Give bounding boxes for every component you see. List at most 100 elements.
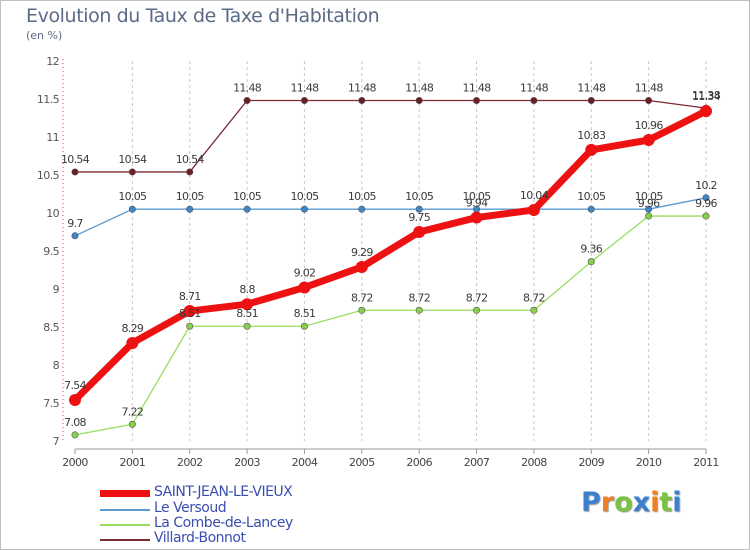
y-tick-label: 11 <box>46 131 59 144</box>
data-point-le-versoud <box>358 205 366 213</box>
data-label-saint-jean-le-vieux: 7.54 <box>64 379 86 392</box>
data-point-la-combe-de-lancey <box>186 322 194 330</box>
data-label-saint-jean-le-vieux: 9.75 <box>408 211 430 224</box>
data-label-la-combe-de-lancey: 8.51 <box>179 307 201 320</box>
data-point-villard-bonnot <box>300 97 308 105</box>
legend-swatch-la-combe-de-lancey <box>100 524 150 526</box>
data-label-saint-jean-le-vieux: 10.83 <box>577 129 606 142</box>
x-tick-label: 2008 <box>521 456 547 469</box>
x-tick-label: 2003 <box>234 456 260 469</box>
series-line-villard-bonnot <box>74 99 707 173</box>
data-point-la-combe-de-lancey <box>530 306 538 314</box>
x-tick-label: 2002 <box>177 456 203 469</box>
data-label-saint-jean-le-vieux: 8.71 <box>179 290 201 303</box>
data-label-saint-jean-le-vieux: 9.29 <box>351 246 373 259</box>
data-point-la-combe-de-lancey <box>645 212 653 220</box>
data-point-saint-jean-le-vieux <box>470 211 483 224</box>
data-label-la-combe-de-lancey: 9.96 <box>638 197 660 210</box>
data-point-la-combe-de-lancey <box>243 322 251 330</box>
data-point-le-versoud <box>645 205 653 213</box>
data-label-saint-jean-le-vieux: 10.04 <box>520 189 549 202</box>
data-point-villard-bonnot <box>71 168 79 176</box>
legend-item-saint-jean-le-vieux: SAINT-JEAN-LE-VIEUX <box>100 484 360 502</box>
data-point-saint-jean-le-vieux <box>69 393 81 406</box>
y-tick-label: 10.5 <box>37 169 60 182</box>
data-label-le-versoud: 10.05 <box>118 190 147 203</box>
data-label-la-combe-de-lancey: 7.22 <box>122 405 144 418</box>
x-tick-label: 2004 <box>292 456 318 469</box>
data-point-la-combe-de-lancey <box>358 306 366 314</box>
data-point-saint-jean-le-vieux <box>585 143 598 156</box>
data-point-le-versoud <box>243 205 251 213</box>
legend-label-le-versoud: Le Versoud <box>154 500 227 516</box>
y-tick-label: 7 <box>53 435 60 448</box>
data-point-villard-bonnot <box>243 97 251 105</box>
x-tick-label: 2001 <box>120 456 146 469</box>
data-label-la-combe-de-lancey: 7.08 <box>64 416 86 429</box>
data-point-saint-jean-le-vieux <box>700 105 712 118</box>
data-point-saint-jean-le-vieux <box>298 281 311 294</box>
data-label-villard-bonnot: 11.38 <box>692 89 721 102</box>
data-label-villard-bonnot: 11.48 <box>290 82 319 95</box>
data-label-villard-bonnot: 10.54 <box>61 153 90 166</box>
data-label-le-versoud: 10.05 <box>233 190 262 203</box>
data-label-la-combe-de-lancey: 9.96 <box>695 197 717 210</box>
data-point-villard-bonnot <box>358 97 366 105</box>
data-point-le-versoud <box>702 194 710 202</box>
series-line-saint-jean-le-vieux <box>71 107 710 404</box>
legend-item-le-versoud: Le Versoud <box>100 500 360 518</box>
data-point-villard-bonnot <box>530 97 538 105</box>
data-point-saint-jean-le-vieux <box>183 305 196 318</box>
data-label-la-combe-de-lancey: 9.36 <box>580 243 602 256</box>
data-label-villard-bonnot: 11.48 <box>635 82 664 95</box>
data-label-le-versoud: 10.05 <box>176 190 205 203</box>
data-label-le-versoud: 10.2 <box>695 179 717 192</box>
data-point-villard-bonnot <box>186 168 194 176</box>
y-tick-label: 8.5 <box>43 321 59 334</box>
data-point-villard-bonnot <box>473 97 481 105</box>
logo-letter: i <box>650 487 660 518</box>
data-label-villard-bonnot: 11.48 <box>520 82 549 95</box>
data-point-le-versoud <box>186 205 194 213</box>
data-point-saint-jean-le-vieux <box>413 226 426 238</box>
y-tick-label: 9 <box>53 283 60 296</box>
data-label-saint-jean-le-vieux: 8.29 <box>122 322 144 335</box>
data-label-le-versoud: 9.7 <box>67 217 83 230</box>
legend-label-la-combe-de-lancey: La Combe-de-Lancey <box>154 515 293 531</box>
data-label-la-combe-de-lancey: 8.51 <box>236 307 258 320</box>
data-label-la-combe-de-lancey: 8.72 <box>408 291 430 304</box>
chart-title: Evolution du Taux de Taxe d'Habitation <box>26 5 380 27</box>
data-label-villard-bonnot: 11.48 <box>233 82 262 95</box>
y-tick-label: 12 <box>46 55 59 68</box>
data-label-villard-bonnot: 10.54 <box>176 153 205 166</box>
y-tick-label: 10 <box>46 207 59 220</box>
data-label-le-versoud: 10.05 <box>290 190 319 203</box>
data-point-villard-bonnot <box>645 97 653 105</box>
data-point-le-versoud <box>415 205 423 213</box>
x-tick-label: 2007 <box>464 456 490 469</box>
data-label-villard-bonnot: 11.48 <box>577 82 606 95</box>
data-label-villard-bonnot: 11.48 <box>348 82 377 95</box>
data-point-saint-jean-le-vieux <box>355 260 368 273</box>
data-label-le-versoud: 10.05 <box>463 190 492 203</box>
logo-letter: x <box>632 487 651 518</box>
legend-label-villard-bonnot: Villard-Bonnot <box>154 530 246 546</box>
data-label-villard-bonnot: 10.54 <box>118 153 147 166</box>
chart-subtitle: (en %) <box>26 29 63 42</box>
data-label-saint-jean-le-vieux: 9.02 <box>294 266 316 279</box>
data-label-villard-bonnot: 11.48 <box>405 82 434 95</box>
data-label-villard-bonnot: 11.48 <box>463 82 492 95</box>
data-label-saint-jean-le-vieux: 9.94 <box>466 197 488 210</box>
data-label-la-combe-de-lancey: 8.72 <box>523 291 545 304</box>
data-label-saint-jean-le-vieux: 11.34 <box>692 90 721 103</box>
y-tick-label: 7.5 <box>43 397 59 410</box>
data-point-villard-bonnot <box>128 168 136 176</box>
logo-letter: t <box>659 487 673 518</box>
series-line-le-versoud <box>74 197 707 237</box>
data-label-la-combe-de-lancey: 8.72 <box>466 291 488 304</box>
data-point-villard-bonnot <box>415 97 423 105</box>
data-point-le-versoud <box>587 205 595 213</box>
x-tick-label: 2000 <box>62 456 88 469</box>
